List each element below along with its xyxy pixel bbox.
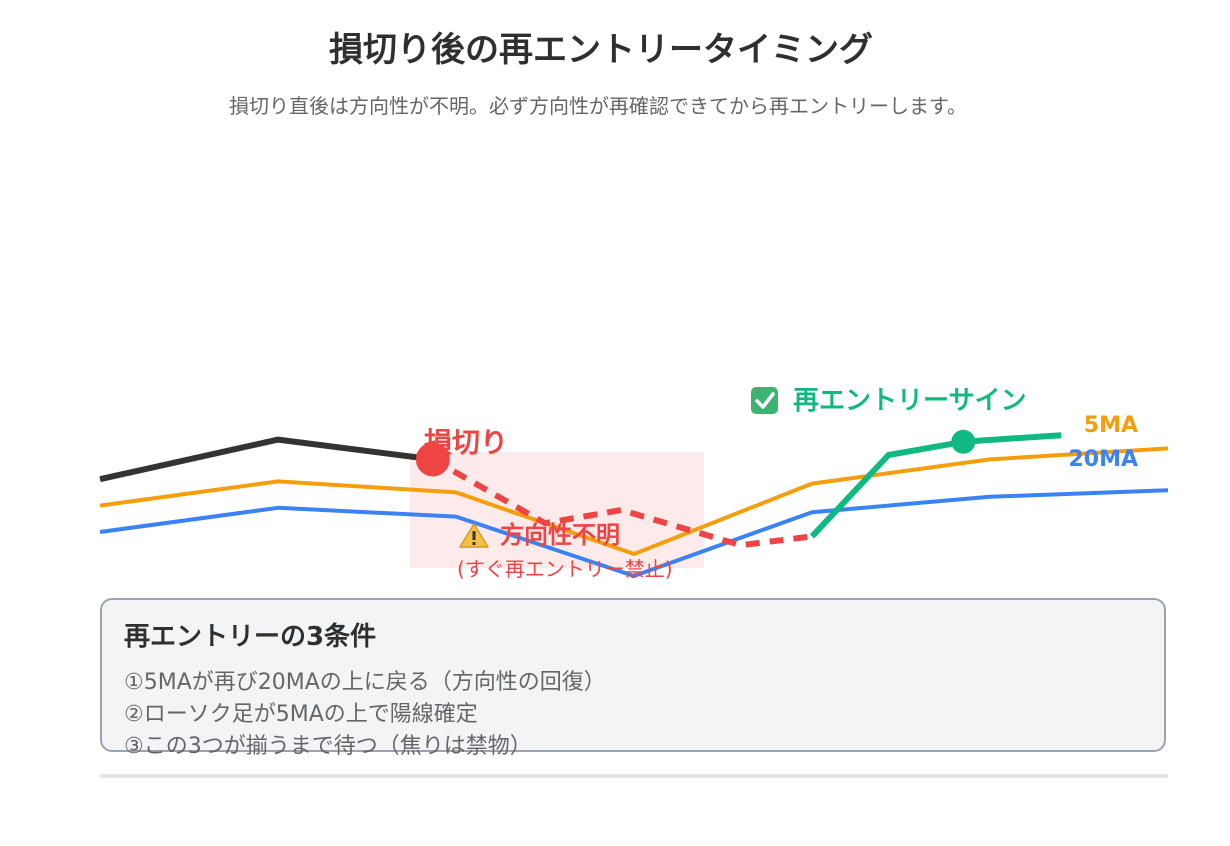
price-lines (99, 429, 1062, 549)
conditions-box: 再エントリーの3条件 ①5MAが再び20MAの上に戻る（方向性の回復） ②ローソ… (100, 598, 1166, 759)
series-label-5ma: 5MA (1084, 413, 1138, 438)
condition-item-2: ②ローソク足が5MAの上で陽線確定 (124, 702, 478, 727)
reentry-point (951, 429, 976, 454)
series-line-5ma (99, 446, 1169, 556)
price-line-before-stop (99, 436, 434, 483)
unclear-sublabel: (すぐ再エントリー禁止) (457, 557, 673, 581)
price-line-unclear (431, 456, 813, 549)
ma-lines: 5MA 20MA (99, 413, 1169, 578)
reentry-label: 再エントリーサイン (793, 386, 1026, 416)
conditions-title: 再エントリーの3条件 (124, 622, 377, 652)
series-line-20ma (99, 488, 1169, 578)
condition-item-3: ③この3つが揃うまで待つ（焦りは禁物） (124, 734, 532, 759)
stop-loss-label: 損切り (424, 426, 508, 459)
series-label-20ma: 20MA (1068, 447, 1138, 472)
condition-item-1: ①5MAが再び20MAの上に戻る（方向性の回復） (124, 670, 606, 695)
warning-icon (459, 523, 489, 548)
unclear-label: 方向性不明 (500, 521, 620, 549)
stop-loss-point (415, 442, 450, 477)
page-title: 損切り後の再エントリータイミング (329, 30, 873, 70)
check-box-icon (751, 387, 778, 414)
price-line-after-reentry (809, 432, 1062, 539)
page-subtitle: 損切り直後は方向性が不明。必ず方向性が再確認できてから再エントリーします。 (229, 94, 967, 118)
divider (100, 774, 1168, 778)
